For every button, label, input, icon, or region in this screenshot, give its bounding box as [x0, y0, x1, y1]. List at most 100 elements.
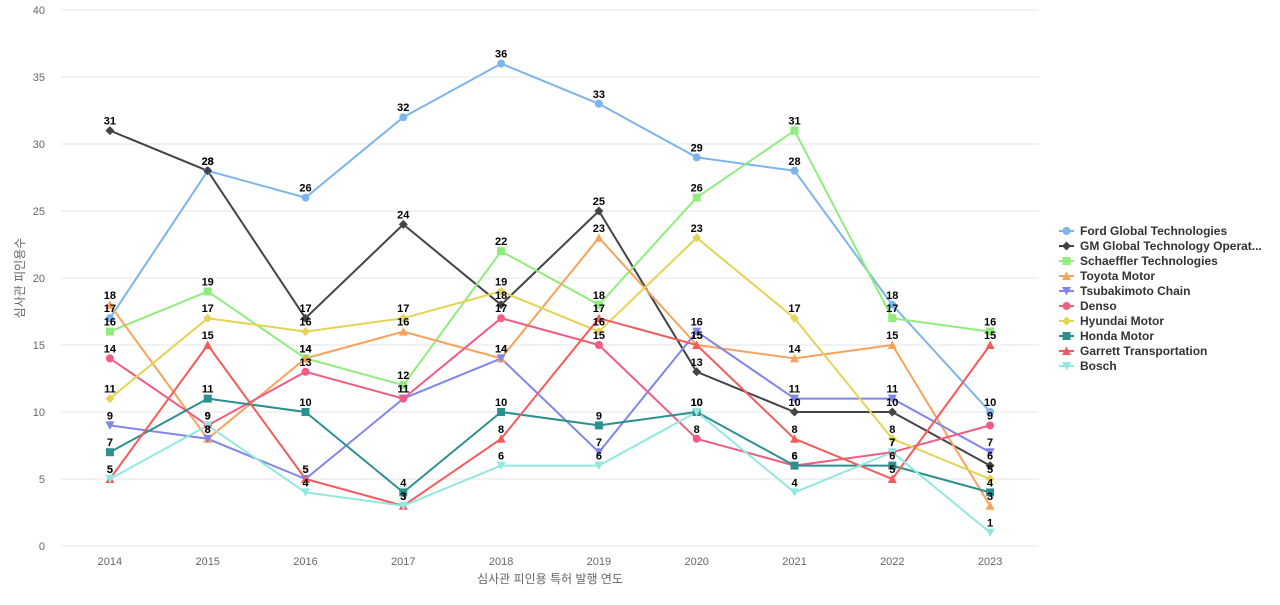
data-label: 10: [691, 397, 703, 409]
data-point: [301, 474, 310, 483]
data-label: 15: [691, 330, 703, 342]
legend-item[interactable]: Hyundai Motor: [1059, 314, 1164, 328]
legend-label: Garrett Transportation: [1080, 344, 1207, 358]
data-point: [203, 421, 213, 430]
data-point: [301, 408, 310, 416]
legend-item[interactable]: Toyota Motor: [1059, 269, 1155, 283]
data-label: 14: [299, 343, 312, 355]
data-point: [497, 408, 506, 416]
data-label: 6: [498, 451, 504, 463]
x-tick-label: 2018: [489, 556, 513, 568]
data-label: 8: [694, 424, 700, 436]
data-point: [496, 434, 506, 443]
data-label: 15: [984, 330, 996, 342]
data-label: 8: [205, 424, 211, 436]
data-point: [692, 340, 702, 349]
data-point: [985, 528, 995, 538]
data-label: 18: [593, 290, 605, 302]
legend-marker: [1062, 227, 1071, 235]
data-label: 31: [788, 116, 800, 128]
series-line[interactable]: [108, 411, 992, 534]
data-point: [105, 394, 115, 404]
data-label: 6: [889, 451, 895, 463]
data-point: [497, 59, 506, 68]
data-point: [399, 113, 408, 122]
data-label: 28: [202, 156, 214, 168]
series-line[interactable]: [108, 236, 992, 480]
data-point: [790, 407, 799, 417]
data-point: [692, 327, 702, 337]
data-label: 9: [205, 410, 211, 422]
legend-item[interactable]: Schaeffler Technologies: [1059, 254, 1218, 268]
data-point: [105, 126, 115, 136]
data-label: 10: [788, 397, 800, 409]
series-line[interactable]: [108, 317, 992, 507]
data-label: 3: [400, 491, 406, 503]
data-point: [985, 474, 995, 484]
data-point: [497, 247, 506, 256]
data-label: 11: [202, 384, 214, 396]
data-label: 28: [202, 156, 214, 168]
legend-marker: [1062, 287, 1071, 296]
legend-item[interactable]: Bosch: [1059, 359, 1117, 373]
data-label: 11: [886, 384, 898, 396]
legend-item[interactable]: Ford Global Technologies: [1059, 224, 1227, 238]
legend-item[interactable]: Denso: [1059, 299, 1117, 313]
data-label: 18: [495, 290, 507, 302]
data-label: 8: [791, 424, 797, 436]
data-label: 10: [299, 397, 311, 409]
data-point: [301, 193, 310, 202]
data-point: [985, 448, 995, 457]
legend-item[interactable]: Garrett Transportation: [1059, 344, 1207, 358]
data-label: 19: [495, 276, 507, 288]
y-tick-label: 0: [39, 541, 45, 553]
legend-item[interactable]: Tsubakimoto Chain: [1059, 284, 1190, 298]
data-label: 16: [691, 317, 703, 329]
data-label: 31: [104, 116, 116, 128]
data-label: 24: [397, 209, 410, 221]
series-line[interactable]: [108, 62, 992, 413]
data-label: 14: [104, 343, 117, 355]
data-label: 5: [987, 464, 993, 476]
legend-marker: [1062, 302, 1071, 310]
data-point: [203, 287, 212, 296]
data-label: 16: [593, 317, 605, 329]
data-label: 4: [987, 477, 994, 489]
data-label: 4: [302, 477, 309, 489]
data-point: [985, 340, 995, 349]
legend-label: Denso: [1080, 299, 1117, 313]
data-point: [888, 300, 897, 309]
data-point: [105, 300, 115, 309]
legend-item[interactable]: GM Global Technology Operat...: [1059, 239, 1262, 253]
data-point: [203, 166, 213, 176]
series-line[interactable]: [108, 397, 992, 494]
data-point: [203, 434, 213, 444]
data-point: [105, 448, 114, 457]
data-label: 7: [889, 437, 895, 449]
data-label: 26: [691, 183, 703, 195]
data-point: [497, 314, 506, 323]
data-label: 15: [202, 330, 214, 342]
data-label: 4: [791, 477, 798, 489]
legend-label: Ford Global Technologies: [1080, 224, 1227, 238]
data-label: 10: [984, 397, 996, 409]
legend-marker: [1062, 257, 1071, 265]
data-point: [887, 407, 897, 417]
series-line[interactable]: [108, 129, 992, 467]
data-label: 13: [691, 357, 703, 369]
data-label: 11: [397, 384, 409, 396]
data-point: [692, 193, 701, 202]
data-point: [692, 367, 702, 377]
data-label: 9: [987, 410, 993, 422]
data-point: [692, 233, 702, 243]
legend-marker: [1062, 362, 1071, 371]
y-tick-label: 40: [33, 5, 45, 17]
data-point: [301, 313, 310, 323]
legend-item[interactable]: Honda Motor: [1059, 329, 1154, 343]
data-label: 28: [788, 156, 800, 168]
data-point: [790, 166, 799, 175]
data-label: 17: [788, 303, 800, 315]
data-label: 17: [202, 303, 214, 315]
data-label: 11: [104, 384, 116, 396]
data-point: [594, 448, 604, 457]
